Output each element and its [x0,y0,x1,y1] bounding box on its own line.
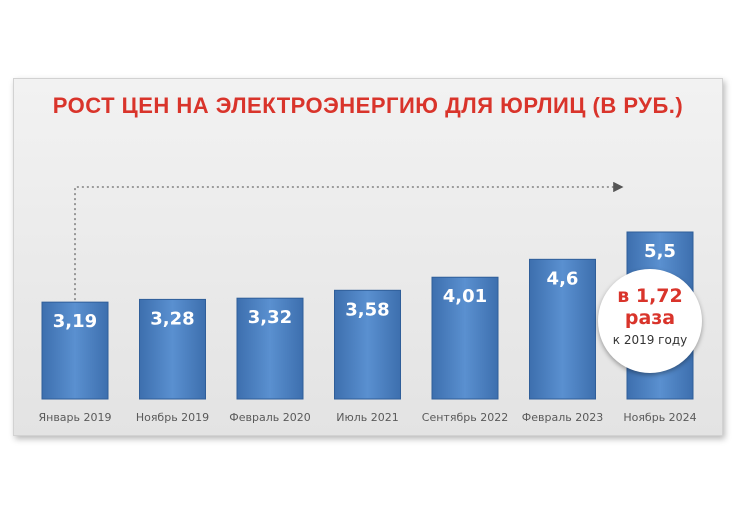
bar-value-label-4: 3,58 [345,299,389,320]
x-tick-label-5: Сентябрь 2022 [422,411,508,424]
x-tick-label-7: Ноябрь 2024 [623,411,696,424]
x-tick-label-6: Февраль 2023 [522,411,603,424]
chart-card: РОСТ ЦЕН НА ЭЛЕКТРОЭНЕРГИЮ ДЛЯ ЮРЛИЦ (В … [13,78,723,436]
chart-title: РОСТ ЦЕН НА ЭЛЕКТРОЭНЕРГИЮ ДЛЯ ЮРЛИЦ (В … [52,93,684,118]
bar-5 [431,276,499,400]
bar-1 [41,301,109,400]
x-tick-label-4: Июль 2021 [336,411,399,424]
callout-note: к 2019 году [612,333,688,347]
callout-ratio: в 1,72 [617,285,683,307]
bar-chart: 3,19 3,28 3,32 3,58 4,01 4,6 5,5 Январь 2019 Но… [38,181,697,424]
callout-unit: раза [624,307,676,329]
bar-4 [334,289,401,400]
bar-value-label-5: 4,01 [443,286,487,307]
bar-3 [236,297,304,400]
bar-value-label-3: 3,32 [248,307,292,328]
x-tick-label-3: Февраль 2020 [229,411,310,424]
bar-value-label-2: 3,28 [150,308,194,329]
x-tick-label-1: Январь 2019 [38,411,111,424]
bar-6 [529,258,596,400]
bar-2 [139,298,206,400]
bar-value-label-1: 3,19 [53,311,97,332]
bar-value-label-6: 4,6 [547,268,579,289]
bar-value-label-7: 5,5 [644,241,676,262]
x-tick-label-2: Ноябрь 2019 [136,411,209,424]
growth-callout: в 1,72 раза к 2019 году [598,269,702,373]
